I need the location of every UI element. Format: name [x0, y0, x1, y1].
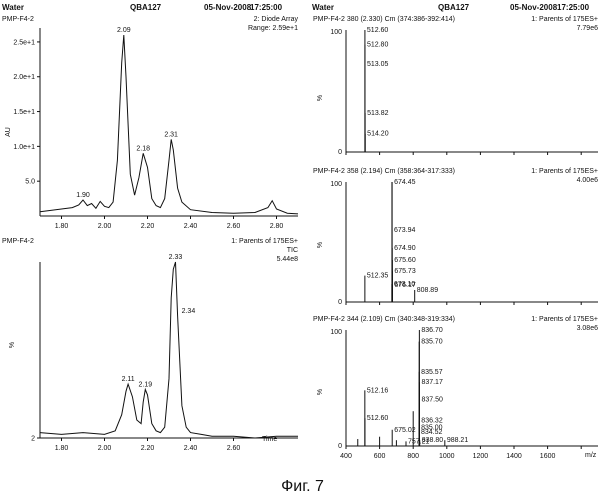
chrom2-peak-label: 2.19 [139, 382, 153, 389]
ms1-peak-label: 513.05 [367, 61, 389, 68]
left-header-center: QBA127 [130, 3, 162, 12]
chrom1-xtick-label: 2.00 [98, 223, 112, 230]
ms2-info-0: 1: Parents of 175ES+ [531, 168, 598, 175]
chrom2-trace [40, 262, 298, 438]
ms1-ytick-100: 100 [330, 29, 342, 36]
chrom1-xtick-label: 1.80 [55, 223, 69, 230]
chrom1-info-0: 2: Diode Array [254, 16, 299, 23]
ms2-peak-label: 675.73 [394, 268, 416, 275]
chrom2-sample: PMP-F4-2 [2, 238, 34, 245]
ms2-peak-label: 673.94 [394, 227, 416, 234]
chrom1-ytick-label: 1.5e+1 [13, 109, 35, 116]
ms3-xtick-label: 800 [407, 453, 419, 460]
chrom1-peak-label: 2.09 [117, 27, 131, 34]
ms3-peak-label: 836.32 [421, 417, 443, 424]
chrom2-info-1: TIC [287, 247, 298, 254]
ms3-peak-label: 836.70 [421, 327, 443, 334]
ms3-ytick-0: 0 [338, 443, 342, 450]
ms1-info-0: 1: Parents of 175ES+ [531, 16, 598, 23]
chrom1-peak-label: 1.90 [76, 192, 90, 199]
chrom1-xtick-label: 2.60 [227, 223, 241, 230]
ms3-peak-label: 837.50 [422, 397, 444, 404]
right-header-center: QBA127 [438, 3, 470, 12]
ms3-xtick-label: 1600 [540, 453, 556, 460]
ms3-xlabel: m/z [585, 452, 597, 459]
ms3-info-0: 1: Parents of 175ES+ [531, 316, 598, 323]
chrom1-xtick-label: 2.40 [184, 223, 198, 230]
ms3-peak-label: 512.16 [367, 387, 389, 394]
ms2-ytick-100: 100 [330, 181, 342, 188]
chrom2-peak-label: 2.11 [122, 376, 135, 383]
ms2-peak-label: 512.35 [367, 273, 389, 280]
ms1-peak-label: 513.82 [367, 110, 389, 117]
chrom2-xtick-label: 2.20 [141, 445, 155, 452]
ms1-ylabel: % [317, 95, 324, 101]
ms2-ylabel: % [317, 242, 324, 248]
ms3-info-1: 3.08e6 [577, 325, 599, 332]
ms1-ytick-0: 0 [338, 149, 342, 156]
chrom2-xtick-label: 2.40 [184, 445, 198, 452]
ms2-peak-label: 808.89 [417, 287, 439, 294]
chrom2-ylabel: % [9, 342, 16, 348]
chrom1-info-1: Range: 2.59e+1 [248, 25, 298, 32]
ms3-peak-label: 837.17 [421, 379, 443, 386]
left-header-time: 17:25:00 [250, 3, 283, 12]
chrom1-sample: PMP-F4-2 [2, 16, 34, 23]
ms3-title: PMP-F4-2 344 (2.109) Cm (340:348-319:334… [313, 316, 455, 323]
ms3-peak-label: 834.52 [421, 429, 443, 436]
chrom1-ylabel: AU [5, 127, 12, 137]
ms2-peak-label: 675.60 [394, 257, 416, 264]
ms3-ytick-100: 100 [330, 329, 342, 336]
chrom1-peak-label: 2.31 [164, 131, 178, 138]
ms1-peak-label: 512.80 [367, 42, 389, 49]
chrom2-peak-label: 2.33 [169, 254, 183, 261]
ms3-xtick-label: 600 [374, 453, 386, 460]
right-header-date: 05-Nov-2008 [510, 3, 558, 12]
figure: Water QBA127 05-Nov-2008 17:25:00 PMP-F4… [0, 0, 605, 475]
ms1-info-1: 7.79e6 [577, 25, 599, 32]
ms3-peak-label: 838.80 [422, 437, 444, 444]
chrom1-ytick-label: 5.0 [25, 179, 35, 186]
ms2-title: PMP-F4-2 358 (2.194) Cm (358:364-317:333… [313, 168, 455, 175]
chrom2-xtick-label: 2.00 [98, 445, 112, 452]
ms2-info-1: 4.00e6 [577, 177, 599, 184]
chrom2-xtick-label: 2.60 [227, 445, 241, 452]
chrom1-xtick-label: 2.80 [270, 223, 284, 230]
ms2-peak-label: 676.17 [394, 282, 416, 289]
ms3-xtick-label: 1400 [506, 453, 522, 460]
chrom1-ytick-label: 2.5e+1 [13, 39, 35, 46]
ms3-peak-label: 835.57 [421, 369, 443, 376]
chrom2-peak-label: 2.34 [182, 308, 196, 315]
right-header-left: Water [312, 3, 334, 12]
chrom1-ytick-label: 2.0e+1 [13, 74, 35, 81]
ms2-peak-label: 674.90 [394, 245, 416, 252]
chrom2-xtick-label: 1.80 [55, 445, 69, 452]
chrom1-trace [40, 35, 298, 214]
ms1-title: PMP-F4-2 380 (2.330) Cm (374:386-392:414… [313, 16, 455, 23]
chrom1-ytick-label: 1.0e+1 [13, 144, 35, 151]
ms3-ylabel: % [317, 389, 324, 395]
ms1-peak-label: 512.60 [367, 27, 389, 34]
chrom2-info-2: 5.44e8 [277, 256, 299, 263]
ms3-xtick-label: 400 [340, 453, 352, 460]
left-header-left: Water [2, 3, 24, 12]
ms3-xtick-label: 1200 [473, 453, 489, 460]
ms2-ytick-0: 0 [338, 299, 342, 306]
chrom2-ytick-label: 2 [31, 436, 35, 443]
ms3-peak-label: 675.02 [394, 427, 416, 434]
right-header-time: 17:25:00 [557, 3, 590, 12]
ms2-peak-label: 674.45 [394, 179, 416, 186]
ms3-peak-label: 835.70 [421, 339, 443, 346]
ms3-xtick-label: 1000 [439, 453, 455, 460]
ms1-peak-label: 514.20 [367, 131, 389, 138]
chrom1-xtick-label: 2.20 [141, 223, 155, 230]
chrom2-info-0: 1: Parents of 175ES+ [231, 238, 298, 245]
chrom1-peak-label: 2.18 [136, 145, 150, 152]
figure-caption: Фиг. 7 [0, 478, 605, 496]
left-header-date: 05-Nov-2008 [204, 3, 252, 12]
ms3-peak-label: 512.60 [367, 415, 389, 422]
ms3-peak-label: 988.21 [447, 437, 469, 444]
